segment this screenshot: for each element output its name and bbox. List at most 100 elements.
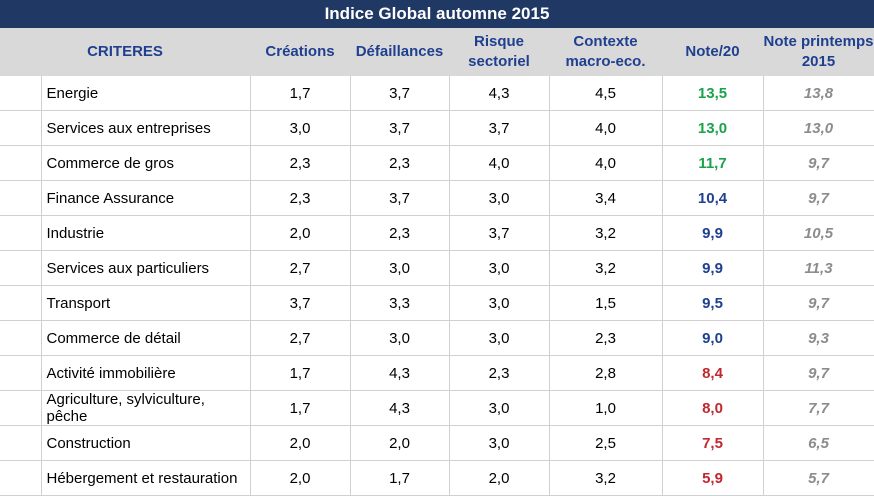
- cell-critere[interactable]: Energie: [41, 76, 251, 111]
- cell-defaillances[interactable]: 4,3: [350, 390, 450, 426]
- cell-risque[interactable]: 4,0: [449, 145, 550, 181]
- row-gutter[interactable]: [0, 250, 42, 286]
- cell-defaillances[interactable]: 2,0: [350, 425, 450, 461]
- row-gutter[interactable]: [0, 110, 42, 146]
- cell-note-printemps[interactable]: 9,7: [763, 145, 874, 181]
- cell-defaillances[interactable]: 3,0: [350, 250, 450, 286]
- cell-note-printemps[interactable]: 9,3: [763, 320, 874, 356]
- cell-contexte[interactable]: 2,3: [549, 320, 663, 356]
- cell-note[interactable]: 9,5: [662, 285, 764, 321]
- row-gutter[interactable]: [0, 180, 42, 216]
- row-gutter[interactable]: [0, 145, 42, 181]
- cell-creations[interactable]: 2,3: [250, 180, 351, 216]
- cell-creations[interactable]: 2,7: [250, 250, 351, 286]
- cell-risque[interactable]: 4,3: [449, 76, 550, 111]
- cell-note-printemps[interactable]: 10,5: [763, 215, 874, 251]
- cell-risque[interactable]: 3,7: [449, 215, 550, 251]
- cell-critere[interactable]: Finance Assurance: [41, 180, 251, 216]
- cell-note[interactable]: 7,5: [662, 425, 764, 461]
- cell-contexte[interactable]: 1,0: [549, 390, 663, 426]
- row-gutter[interactable]: [0, 355, 42, 391]
- cell-contexte[interactable]: 4,0: [549, 145, 663, 181]
- cell-note-printemps[interactable]: 9,7: [763, 355, 874, 391]
- cell-critere[interactable]: Commerce de gros: [41, 145, 251, 181]
- table-row: Industrie 2,0 2,3 3,7 3,2 9,9 10,5: [0, 215, 874, 251]
- cell-creations[interactable]: 2,0: [250, 460, 351, 496]
- cell-risque[interactable]: 3,7: [449, 110, 550, 146]
- cell-contexte[interactable]: 4,0: [549, 110, 663, 146]
- cell-critere[interactable]: Agriculture, sylviculture, pêche: [41, 390, 251, 426]
- cell-critere[interactable]: Services aux particuliers: [41, 250, 251, 286]
- cell-critere[interactable]: Services aux entreprises: [41, 110, 251, 146]
- cell-note[interactable]: 10,4: [662, 180, 764, 216]
- cell-note[interactable]: 9,9: [662, 215, 764, 251]
- cell-contexte[interactable]: 4,5: [549, 76, 663, 111]
- cell-defaillances[interactable]: 3,3: [350, 285, 450, 321]
- cell-contexte[interactable]: 3,4: [549, 180, 663, 216]
- cell-critere[interactable]: Hébergement et restauration: [41, 460, 251, 496]
- cell-defaillances[interactable]: 3,7: [350, 110, 450, 146]
- cell-note[interactable]: 9,0: [662, 320, 764, 356]
- row-gutter[interactable]: [0, 76, 42, 111]
- table-row: Commerce de détail 2,7 3,0 3,0 2,3 9,0 9,3: [0, 320, 874, 356]
- cell-note-printemps[interactable]: 9,7: [763, 285, 874, 321]
- cell-creations[interactable]: 2,3: [250, 145, 351, 181]
- cell-defaillances[interactable]: 1,7: [350, 460, 450, 496]
- cell-note-printemps[interactable]: 13,0: [763, 110, 874, 146]
- cell-note-printemps[interactable]: 9,7: [763, 180, 874, 216]
- cell-defaillances[interactable]: 3,0: [350, 320, 450, 356]
- cell-note[interactable]: 11,7: [662, 145, 764, 181]
- cell-risque[interactable]: 3,0: [449, 250, 550, 286]
- cell-note[interactable]: 9,9: [662, 250, 764, 286]
- cell-contexte[interactable]: 2,5: [549, 425, 663, 461]
- cell-note[interactable]: 13,5: [662, 76, 764, 111]
- cell-defaillances[interactable]: 4,3: [350, 355, 450, 391]
- cell-creations[interactable]: 2,0: [250, 215, 351, 251]
- cell-critere[interactable]: Transport: [41, 285, 251, 321]
- cell-note-printemps[interactable]: 11,3: [763, 250, 874, 286]
- cell-note[interactable]: 5,9: [662, 460, 764, 496]
- cell-risque[interactable]: 3,0: [449, 390, 550, 426]
- cell-risque[interactable]: 2,0: [449, 460, 550, 496]
- row-gutter[interactable]: [0, 285, 42, 321]
- cell-creations[interactable]: 1,7: [250, 390, 351, 426]
- table-row: Services aux entreprises 3,0 3,7 3,7 4,0 13,0…: [0, 110, 874, 146]
- row-gutter[interactable]: [0, 320, 42, 356]
- cell-defaillances[interactable]: 2,3: [350, 145, 450, 181]
- cell-critere[interactable]: Industrie: [41, 215, 251, 251]
- cell-note[interactable]: 8,4: [662, 355, 764, 391]
- cell-creations[interactable]: 1,7: [250, 355, 351, 391]
- cell-note[interactable]: 13,0: [662, 110, 764, 146]
- cell-creations[interactable]: 2,0: [250, 425, 351, 461]
- cell-defaillances[interactable]: 3,7: [350, 180, 450, 216]
- cell-note[interactable]: 8,0: [662, 390, 764, 426]
- cell-risque[interactable]: 3,0: [449, 425, 550, 461]
- cell-contexte[interactable]: 2,8: [549, 355, 663, 391]
- cell-critere[interactable]: Commerce de détail: [41, 320, 251, 356]
- row-gutter[interactable]: [0, 425, 42, 461]
- row-gutter[interactable]: [0, 460, 42, 496]
- cell-risque[interactable]: 3,0: [449, 285, 550, 321]
- cell-contexte[interactable]: 1,5: [549, 285, 663, 321]
- row-gutter[interactable]: [0, 390, 42, 426]
- cell-contexte[interactable]: 3,2: [549, 250, 663, 286]
- cell-note-printemps[interactable]: 13,8: [763, 76, 874, 111]
- cell-risque[interactable]: 3,0: [449, 180, 550, 216]
- cell-contexte[interactable]: 3,2: [549, 460, 663, 496]
- table-header: CRITERES Créations Défaillances Risque se…: [0, 28, 874, 76]
- cell-critere[interactable]: Activité immobilière: [41, 355, 251, 391]
- cell-risque[interactable]: 3,0: [449, 320, 550, 356]
- cell-critere[interactable]: Construction: [41, 425, 251, 461]
- cell-note-printemps[interactable]: 6,5: [763, 425, 874, 461]
- row-gutter[interactable]: [0, 215, 42, 251]
- cell-creations[interactable]: 2,7: [250, 320, 351, 356]
- cell-contexte[interactable]: 3,2: [549, 215, 663, 251]
- cell-note-printemps[interactable]: 5,7: [763, 460, 874, 496]
- cell-defaillances[interactable]: 3,7: [350, 76, 450, 111]
- cell-note-printemps[interactable]: 7,7: [763, 390, 874, 426]
- cell-creations[interactable]: 3,0: [250, 110, 351, 146]
- cell-creations[interactable]: 3,7: [250, 285, 351, 321]
- cell-creations[interactable]: 1,7: [250, 76, 351, 111]
- cell-risque[interactable]: 2,3: [449, 355, 550, 391]
- cell-defaillances[interactable]: 2,3: [350, 215, 450, 251]
